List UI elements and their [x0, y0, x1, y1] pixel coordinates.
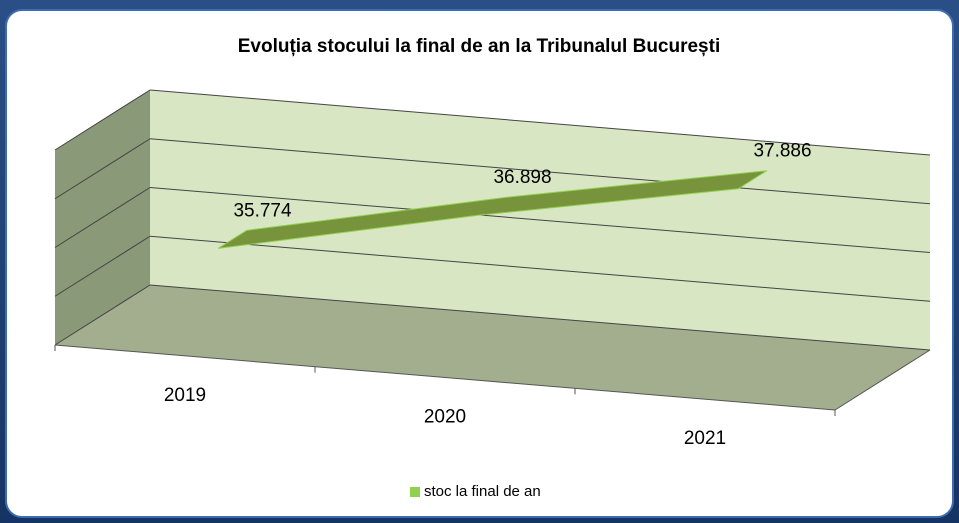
grid-line [54, 235, 151, 297]
chart-title: Evoluția stocului la final de an la Trib… [238, 36, 720, 57]
grid-line [54, 138, 151, 200]
x-tick-label: 2020 [424, 407, 466, 428]
line-ribbon [217, 170, 768, 249]
grid-line [149, 187, 931, 253]
grid-line [149, 138, 931, 205]
grid-line [149, 284, 931, 351]
grid-line [54, 187, 151, 248]
grid-line [149, 235, 931, 302]
data-label: 36.898 [493, 167, 551, 188]
legend-swatch [410, 487, 420, 497]
x-tick-label: 2019 [164, 385, 206, 406]
grid-line [54, 89, 151, 151]
axis-line [834, 349, 931, 411]
grid-line [149, 89, 931, 156]
x-tick-label: 2021 [684, 428, 726, 449]
legend-label: stoc la final de an [424, 483, 541, 500]
data-label: 37.886 [753, 141, 811, 162]
floor [55, 285, 930, 410]
data-label: 35.774 [233, 200, 292, 221]
grid-line [54, 284, 151, 346]
axis-line [54, 344, 836, 411]
